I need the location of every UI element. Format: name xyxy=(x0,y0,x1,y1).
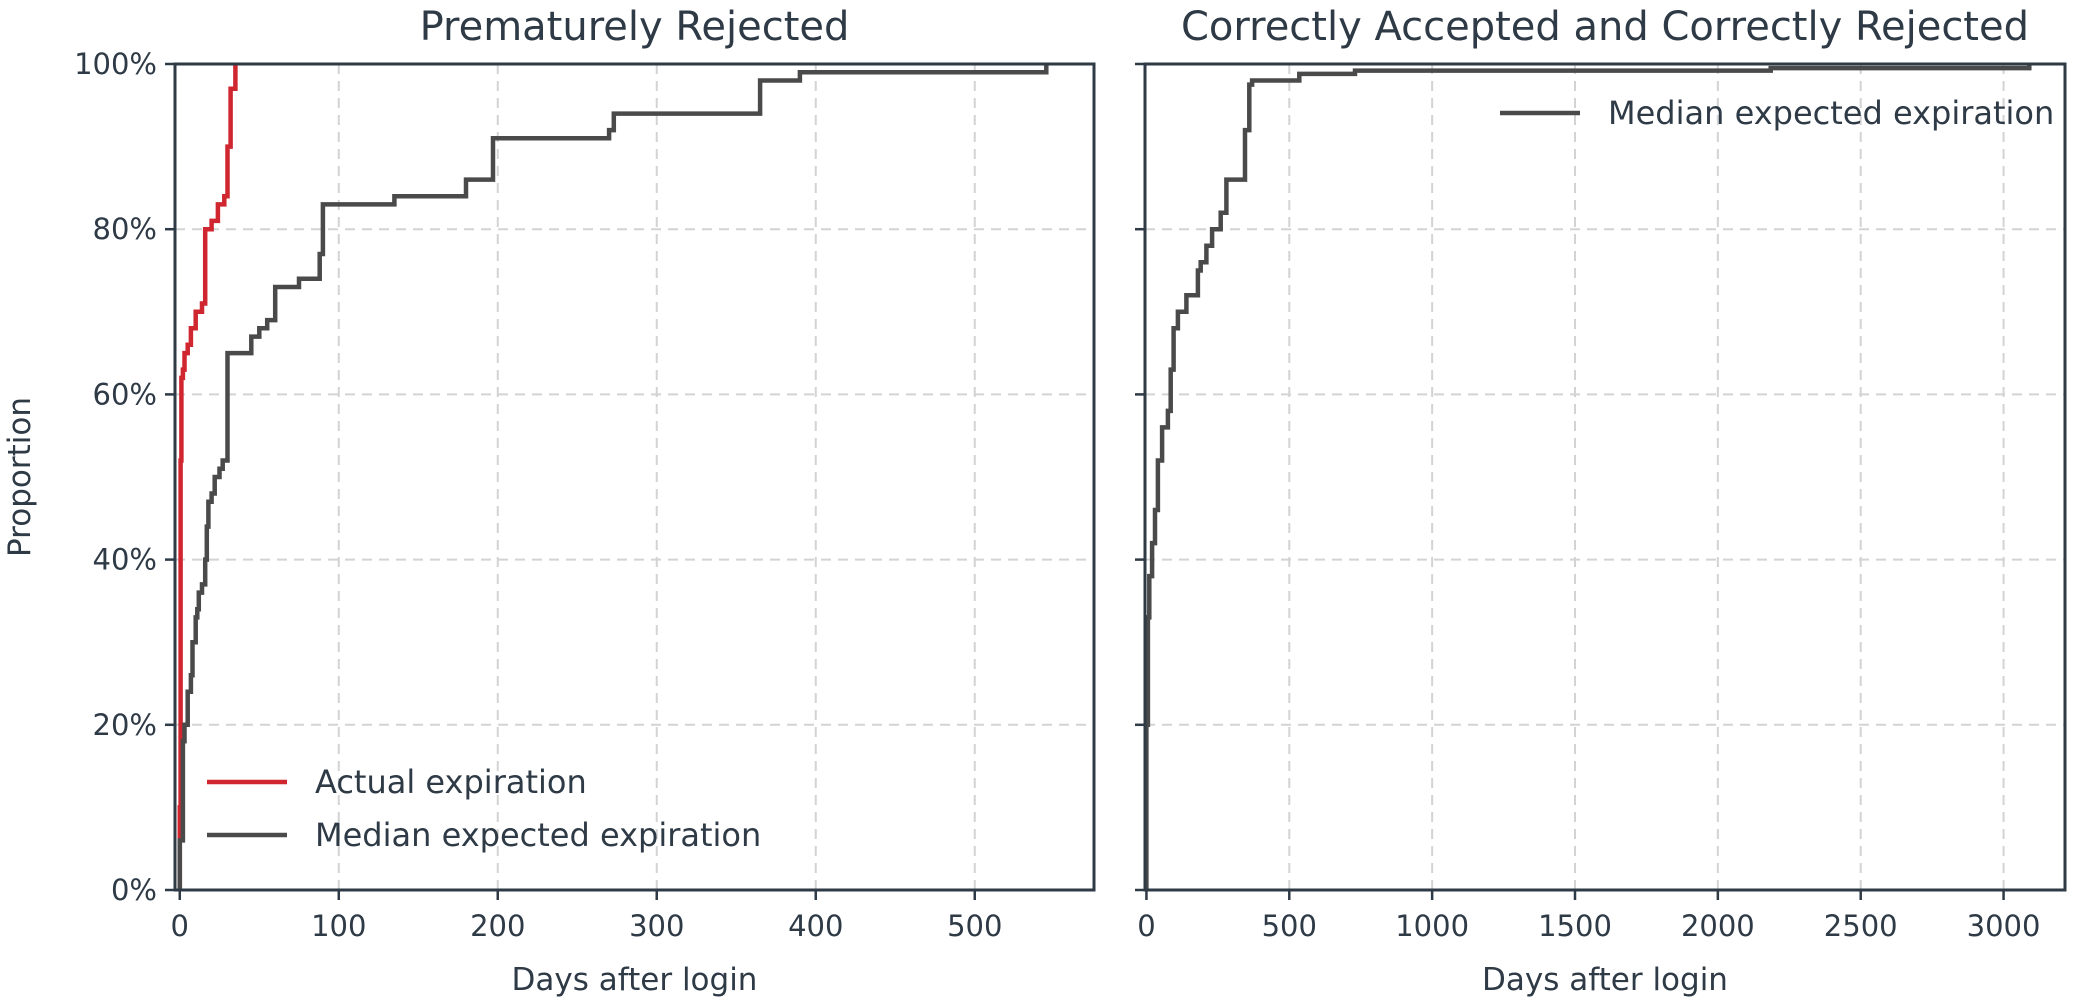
x-tick-label: 1500 xyxy=(1538,909,1612,943)
x-tick-label: 2000 xyxy=(1681,909,1755,943)
y-tick-label: 100% xyxy=(74,47,157,81)
y-axis-label: Proportion xyxy=(2,397,38,557)
chart-title: Prematurely Rejected xyxy=(420,4,850,50)
x-tick-label: 1000 xyxy=(1395,909,1469,943)
x-tick-label: 500 xyxy=(947,909,1002,943)
y-tick-label: 40% xyxy=(93,543,157,577)
chart-panel-2: 0 500 1000 1500 2000 2500 3000 Correctly Accept… xyxy=(1135,4,2067,998)
chart-title: Correctly Accepted and Correctly Rejecte… xyxy=(1181,4,2029,50)
x-tick-label: 200 xyxy=(470,909,525,943)
x-tick-label: 400 xyxy=(788,909,843,943)
y-tick-label: 20% xyxy=(93,708,157,742)
legend-label: Actual expiration xyxy=(315,763,587,801)
x-axis-label: Days after login xyxy=(1482,962,1728,998)
chart-panel-1: 0 100 200 300 400 500 0% 20% 40% 60% 80% 100% Premat… xyxy=(2,4,1096,998)
x-tick-label: 3000 xyxy=(1967,909,2041,943)
axes-frame xyxy=(1143,62,2067,892)
legend: Actual expiration Median expected expirat… xyxy=(207,763,761,854)
series-line-actual-expiration xyxy=(177,64,238,890)
x-axis-label: Days after login xyxy=(512,962,758,998)
x-tick-label: 100 xyxy=(311,909,366,943)
x-tick-label: 0 xyxy=(171,909,189,943)
y-tick-label: 60% xyxy=(93,377,157,411)
x-tick-label: 0 xyxy=(1137,909,1155,943)
legend-label: Median expected expiration xyxy=(1608,94,2054,132)
y-tick-label: 80% xyxy=(93,212,157,246)
x-tick-label: 500 xyxy=(1262,909,1317,943)
x-tick-label: 2500 xyxy=(1824,909,1898,943)
legend: Median expected expiration xyxy=(1500,94,2054,132)
legend-label: Median expected expiration xyxy=(315,816,761,854)
y-tick-label: 0% xyxy=(111,873,157,907)
series-line-median-expected-expiration xyxy=(177,64,1049,890)
x-tick-label: 300 xyxy=(629,909,684,943)
axes-frame xyxy=(173,62,1096,892)
series-line-median-expected-expiration xyxy=(1144,64,2032,890)
